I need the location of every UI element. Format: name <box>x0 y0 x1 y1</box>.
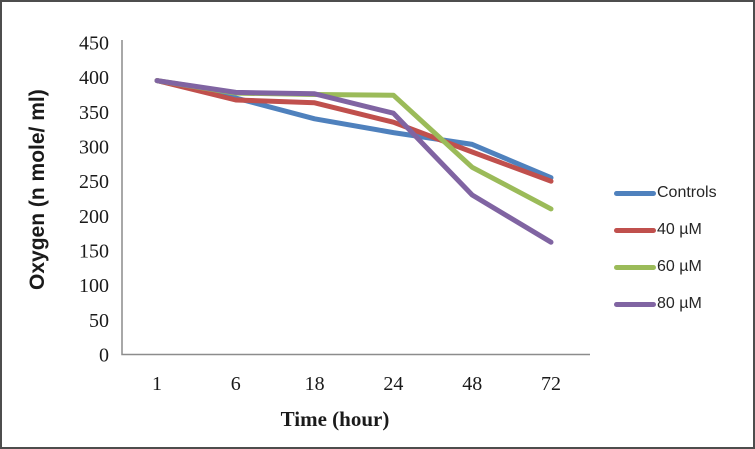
x-tick-label: 18 <box>305 373 325 395</box>
y-tick-label: 250 <box>79 171 109 193</box>
x-tick-label: 1 <box>152 373 162 395</box>
y-tick-label: 350 <box>79 102 109 124</box>
x-tick-label: 48 <box>462 373 482 395</box>
x-tick-label: 24 <box>383 373 403 395</box>
legend-label: 60 µM <box>657 258 702 275</box>
legend-item: 40 µM <box>614 220 717 240</box>
legend-swatch-icon <box>614 264 656 270</box>
series-line-80-µm <box>154 78 554 245</box>
series-line-40-µm <box>154 78 554 184</box>
y-tick-label: 150 <box>79 241 109 263</box>
legend-swatch-icon <box>614 301 656 307</box>
legend-item: Controls <box>614 183 717 203</box>
legend-item: 60 µM <box>614 257 717 277</box>
series-line-60-µm <box>154 78 554 212</box>
legend-swatch-icon <box>614 227 656 233</box>
x-tick-label: 72 <box>541 373 561 395</box>
y-tick-label: 400 <box>79 67 109 89</box>
y-tick-label: 200 <box>79 206 109 228</box>
y-tick-label: 450 <box>79 33 109 55</box>
legend-swatch-icon <box>614 190 656 196</box>
legend-label: Controls <box>657 184 717 201</box>
y-tick-label: 100 <box>79 275 109 297</box>
legend-item: 80 µM <box>614 294 717 314</box>
y-tick-label: 300 <box>79 137 109 159</box>
legend-label: 40 µM <box>657 221 702 238</box>
y-tick-label: 50 <box>89 310 109 332</box>
legend: Controls 40 µM 60 µM 80 µM <box>614 183 717 331</box>
y-tick-label: 0 <box>99 345 109 367</box>
x-axis-title: Time (hour) <box>280 407 390 431</box>
x-tick-label: 6 <box>231 373 241 395</box>
legend-label: 80 µM <box>657 295 702 312</box>
axis-lines <box>121 40 590 356</box>
